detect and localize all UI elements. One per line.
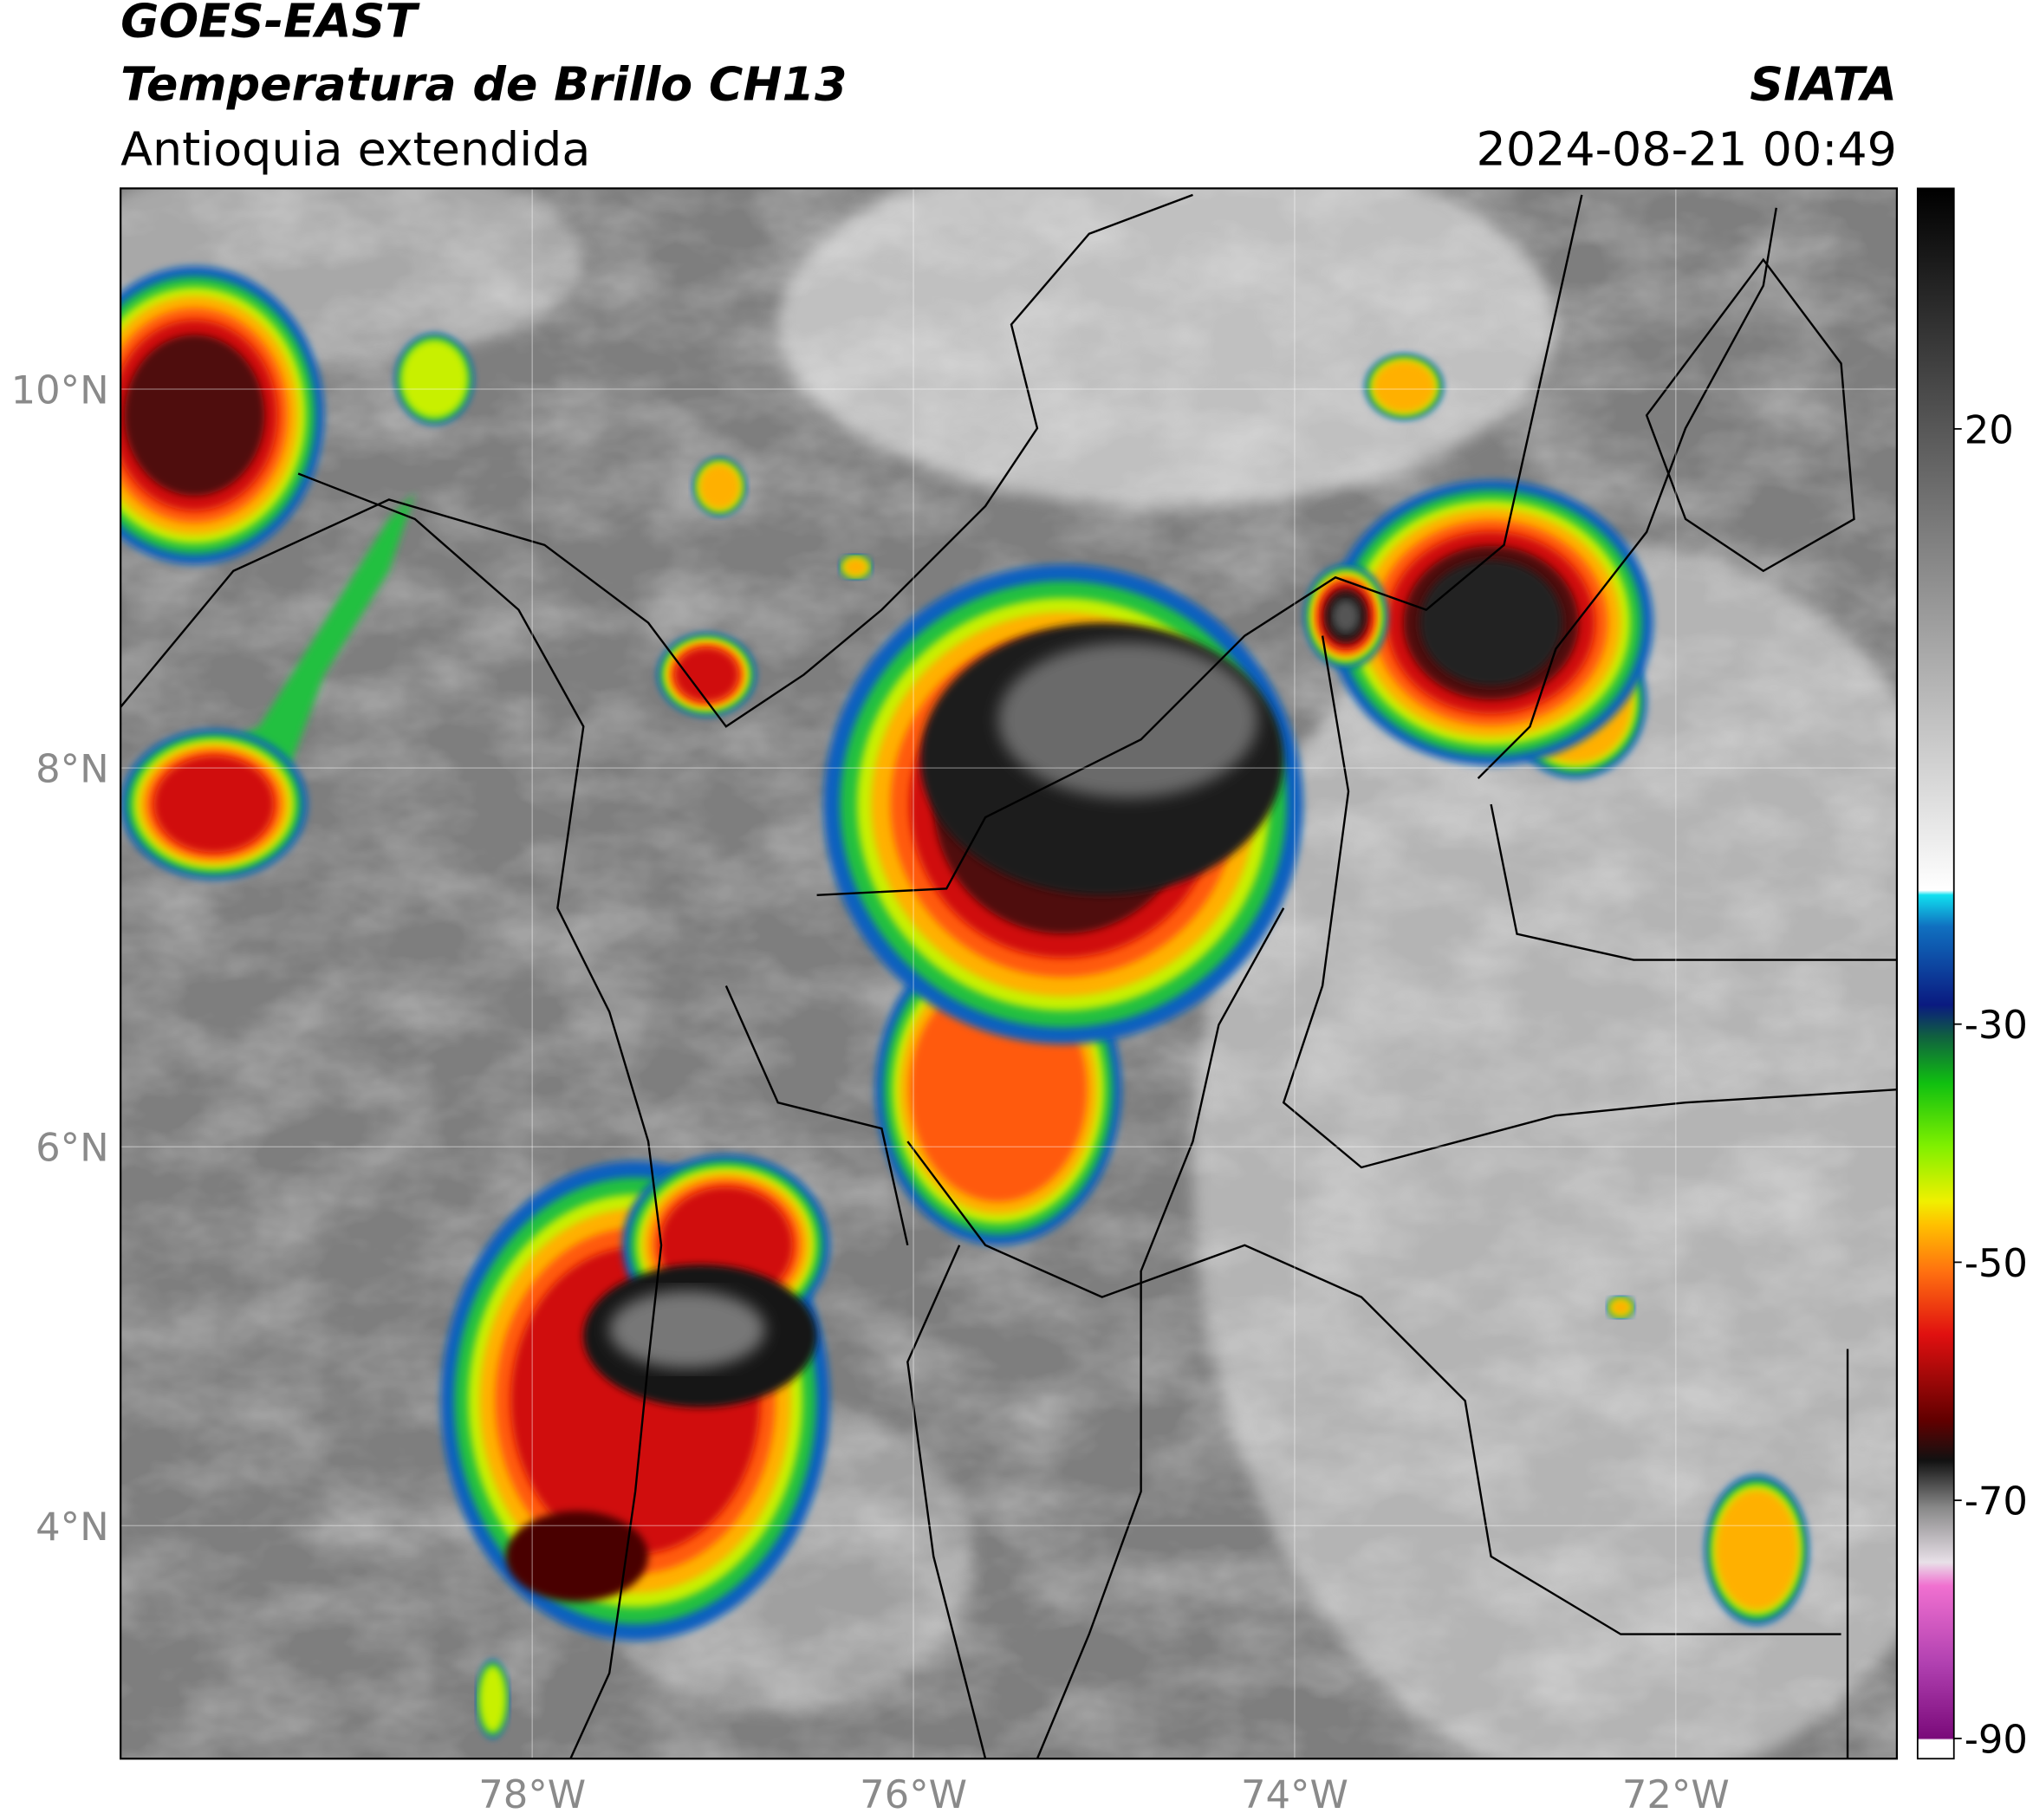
cloud-top (1333, 601, 1359, 633)
colorbar-tick-label: -30 (1965, 1002, 2028, 1048)
boundaries (120, 193, 1897, 1759)
x-tick-label: 76°W (860, 1771, 967, 1817)
region: Antioquia extendida (120, 121, 590, 176)
colorbar-tick-label: 20 (1965, 406, 2014, 452)
colorbar-tick-label: -50 (1965, 1240, 2028, 1286)
y-tick-label: 4°N (36, 1504, 109, 1550)
x-tick-label: 72°W (1622, 1771, 1730, 1817)
cloud-top (1419, 560, 1562, 686)
x-tick-label: 78°W (478, 1771, 586, 1817)
cloud-top (675, 647, 738, 702)
y-tick-label: 6°N (36, 1125, 109, 1171)
colorbar-tick-label: -90 (1965, 1716, 2028, 1762)
y-tick-label: 8°N (36, 746, 109, 792)
source: SIATA (1750, 57, 1897, 112)
cloud-top (609, 1290, 765, 1368)
y-tick-label: 10°N (11, 367, 109, 413)
cloud-top (400, 340, 468, 419)
cloud-top (505, 1511, 649, 1602)
datetime: 2024-08-21 00:49 (1477, 121, 1897, 176)
product: Temperatura de Brillo CH13 (120, 57, 847, 112)
cloud-top (153, 756, 274, 853)
cloud-top (479, 1665, 506, 1733)
cloud-band (142, 492, 415, 779)
cloud-top (1610, 1299, 1632, 1316)
satellite-image (120, 188, 1897, 1759)
cloud-top (124, 335, 265, 497)
satellite: GOES-EAST (120, 0, 420, 48)
cloud-top (1715, 1489, 1799, 1610)
cloud-top (1373, 361, 1436, 413)
x-tick-label: 74°W (1241, 1771, 1348, 1817)
colorbar (1916, 187, 1955, 1760)
cloud-top (843, 557, 868, 577)
cloud-top (998, 642, 1258, 798)
cloud-top (698, 464, 741, 510)
map-frame (120, 187, 1899, 1760)
colorbar-tick-label: -70 (1965, 1479, 2028, 1524)
